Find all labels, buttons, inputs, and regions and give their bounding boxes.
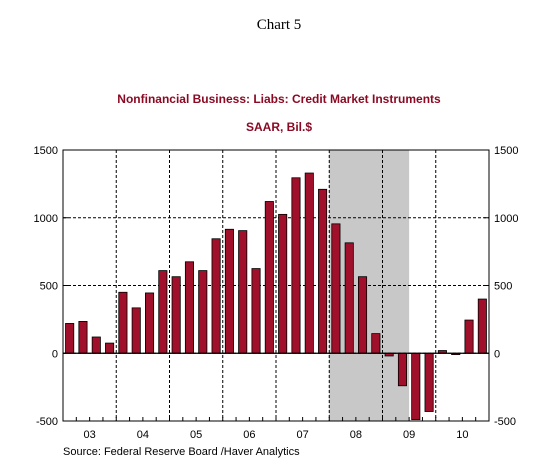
grid-layer <box>63 149 489 421</box>
bar-layer <box>65 172 487 421</box>
y-tick-label-left: 0 <box>52 348 58 360</box>
bar-2009Q2 <box>397 352 407 387</box>
bar-2006Q1 <box>224 228 234 354</box>
bar-2007Q4 <box>318 188 328 354</box>
x-year-label: 05 <box>190 429 202 441</box>
bar-2005Q2 <box>184 261 194 354</box>
bar-2005Q3 <box>198 270 208 354</box>
bar-2004Q4 <box>158 270 168 354</box>
y-tick-label-right: 1000 <box>494 213 518 225</box>
bar-2008Q2 <box>344 242 354 354</box>
bar-2008Q4 <box>371 333 381 354</box>
bar-2010Q3 <box>464 319 474 354</box>
x-year-label: 06 <box>243 429 255 441</box>
y-tick-label-right: 1500 <box>494 145 518 157</box>
x-year-label: 04 <box>137 429 149 441</box>
bar-2005Q1 <box>171 276 181 354</box>
chart-header: Chart 5 <box>257 17 302 33</box>
axis-layer <box>62 149 490 422</box>
bar-2006Q4 <box>264 201 274 354</box>
chart-title: Nonfinancial Business: Liabs: Credit Mar… <box>117 92 441 106</box>
y-tick-label-right: 500 <box>494 281 512 293</box>
bar-2006Q3 <box>251 268 261 354</box>
bar-2009Q3 <box>411 352 421 421</box>
bar-2004Q3 <box>145 292 155 354</box>
x-year-label: 10 <box>456 429 468 441</box>
x-year-label: 08 <box>350 429 362 441</box>
bar-2007Q1 <box>278 213 288 354</box>
bar-2007Q2 <box>291 177 301 354</box>
bar-2003Q4 <box>105 342 115 354</box>
bar-2010Q4 <box>477 298 487 354</box>
y-tick-label-left: 1500 <box>34 145 58 157</box>
bar-2003Q3 <box>91 336 101 354</box>
y-tick-label-left: -500 <box>36 416 58 428</box>
x-year-label: 09 <box>403 429 415 441</box>
y-tick-label-left: 1000 <box>34 213 58 225</box>
bar-2004Q2 <box>131 307 141 354</box>
bar-2003Q1 <box>65 323 75 354</box>
source-note: Source: Federal Reserve Board /Haver Ana… <box>63 446 300 458</box>
bar-2008Q1 <box>331 223 341 354</box>
bar-2009Q4 <box>424 352 434 412</box>
y-tick-label-right: -500 <box>494 416 516 428</box>
x-year-label: 03 <box>84 429 96 441</box>
y-tick-label-right: 0 <box>494 348 500 360</box>
bar-2006Q2 <box>238 230 248 354</box>
bar-2004Q1 <box>118 291 128 354</box>
bar-2005Q4 <box>211 238 221 354</box>
tick-label-layer: -500 -500 0 0 500 500 1000 1000 1500 1500 03 04 05 06… <box>34 145 519 441</box>
chart-subtitle: SAAR, Bil.$ <box>246 120 312 134</box>
bar-2003Q2 <box>78 321 88 354</box>
x-year-label: 07 <box>297 429 309 441</box>
y-tick-label-left: 500 <box>40 281 58 293</box>
bar-2007Q3 <box>304 172 314 354</box>
bar-2008Q3 <box>358 276 368 354</box>
